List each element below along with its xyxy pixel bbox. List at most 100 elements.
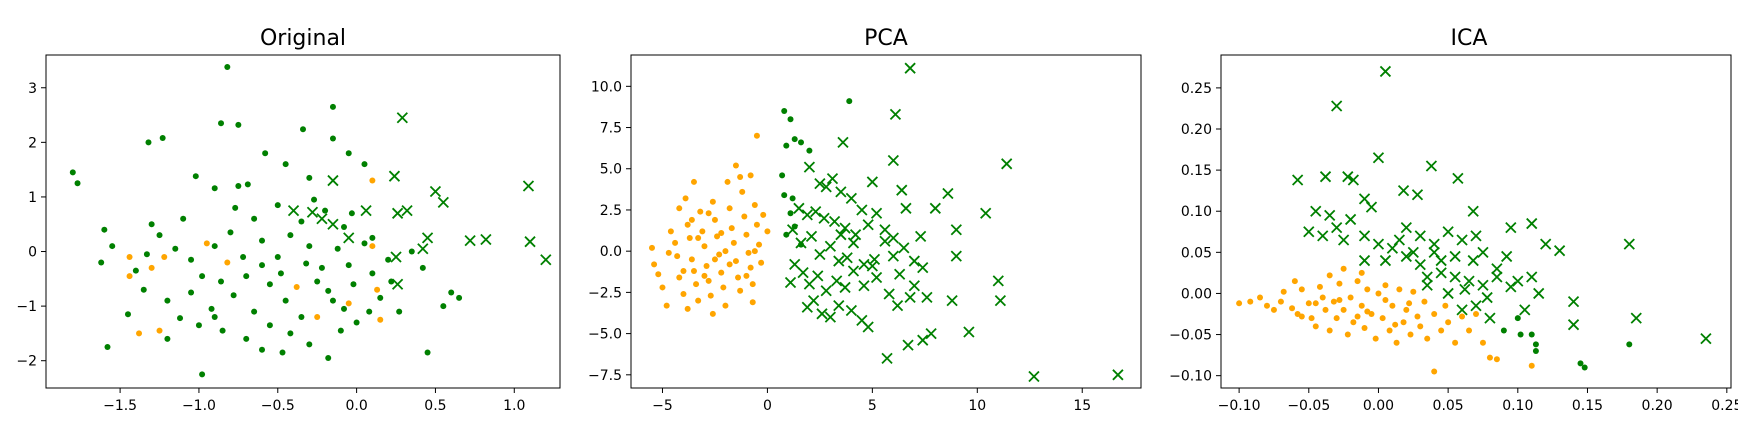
data-point-x [1421,279,1433,291]
data-point [1396,286,1403,293]
data-point [688,216,695,223]
data-point [177,315,184,322]
data-point [1312,300,1319,307]
data-point-x [360,204,372,217]
data-point-x [391,207,404,219]
data-point-x [1337,234,1350,246]
data-point [749,299,756,306]
data-point [145,139,152,146]
data-point-x [1567,296,1580,308]
data-point-x [437,196,449,209]
data-point [720,284,727,291]
data-point-x [480,233,492,246]
data-point [140,286,147,293]
data-point [1347,294,1354,301]
data-point-x [917,334,929,346]
data-point [1361,324,1368,331]
data-point [172,245,179,252]
data-point-x [464,234,476,247]
x-tick-label: −0.5 [261,398,295,414]
y-tick-label: 10.0 [591,79,622,95]
data-point-x [818,212,830,224]
data-point-x [1400,250,1412,263]
data-point-x [898,242,910,254]
data-point [180,215,187,222]
data-point-x [327,174,339,187]
data-point [126,273,133,280]
data-point [749,281,756,288]
panel-title: PCA [864,26,908,51]
data-point-x [868,253,881,266]
data-point-x [896,184,908,196]
data-point-x [858,258,870,270]
data-point [156,232,163,239]
x-tick-label: −0.05 [1287,398,1330,414]
data-point [277,270,284,277]
data-point [361,161,368,168]
x-tick-label: −1.5 [103,398,137,414]
data-point [703,263,710,270]
data-point [1424,335,1431,342]
data-point [1382,282,1389,289]
data-point [1417,323,1424,330]
data-point [243,335,250,342]
data-point-x [1372,152,1385,164]
data-point-x [839,281,851,294]
data-point [1414,313,1421,320]
x-tick-label: 0.00 [1363,398,1394,414]
data-point-x [1449,250,1461,263]
data-point-x [390,251,402,263]
data-point [718,269,725,276]
panel-original: Original −1.5 −1.0 −0.5 0.0 0.5 1.0 −2 −1 0 1 2 3 [16,26,561,414]
data-point [1379,315,1386,322]
data-point [1354,313,1361,320]
data-point [1407,331,1414,338]
data-point [1289,305,1296,312]
data-point-x [835,186,847,198]
data-point [366,308,373,315]
data-point [287,232,294,239]
data-point-x [866,260,878,272]
y-tick-label: −0.05 [1169,328,1212,344]
data-point-x [1407,246,1419,258]
data-point-x [820,181,832,193]
data-point [1308,315,1315,322]
data-point-x [917,262,929,274]
data-point-x [866,176,878,188]
data-point [1298,313,1305,320]
data-point-x [1393,234,1405,246]
data-point [1577,360,1584,367]
data-point-x [1358,230,1371,242]
data-point [377,294,384,301]
data-point [701,272,708,279]
data-point [672,239,679,246]
data-point [728,225,735,232]
data-point-x [1421,271,1433,283]
data-point [783,231,790,238]
data-point [322,207,329,214]
data-point [156,327,163,334]
data-point [680,291,687,298]
data-point [230,292,237,299]
data-point-x [1379,254,1392,267]
data-point [695,234,702,241]
data-point [345,150,352,157]
data-point-x [807,294,820,307]
data-point [779,172,786,179]
data-point-x [833,299,845,312]
data-point [1431,368,1438,375]
data-point-x [1435,267,1447,279]
data-point [329,297,336,304]
data-point [1532,348,1539,354]
data-point [663,302,670,309]
data-point-x [847,265,860,277]
data-point-x [1347,174,1360,186]
y-tick-label: −2.5 [588,285,622,301]
data-point [314,278,321,285]
data-point [1316,283,1323,290]
x-tick-label: −0.10 [1218,398,1261,414]
data-point [756,241,763,248]
data-point-x [1477,246,1489,258]
data-point [1442,302,1449,309]
data-point [690,267,697,274]
